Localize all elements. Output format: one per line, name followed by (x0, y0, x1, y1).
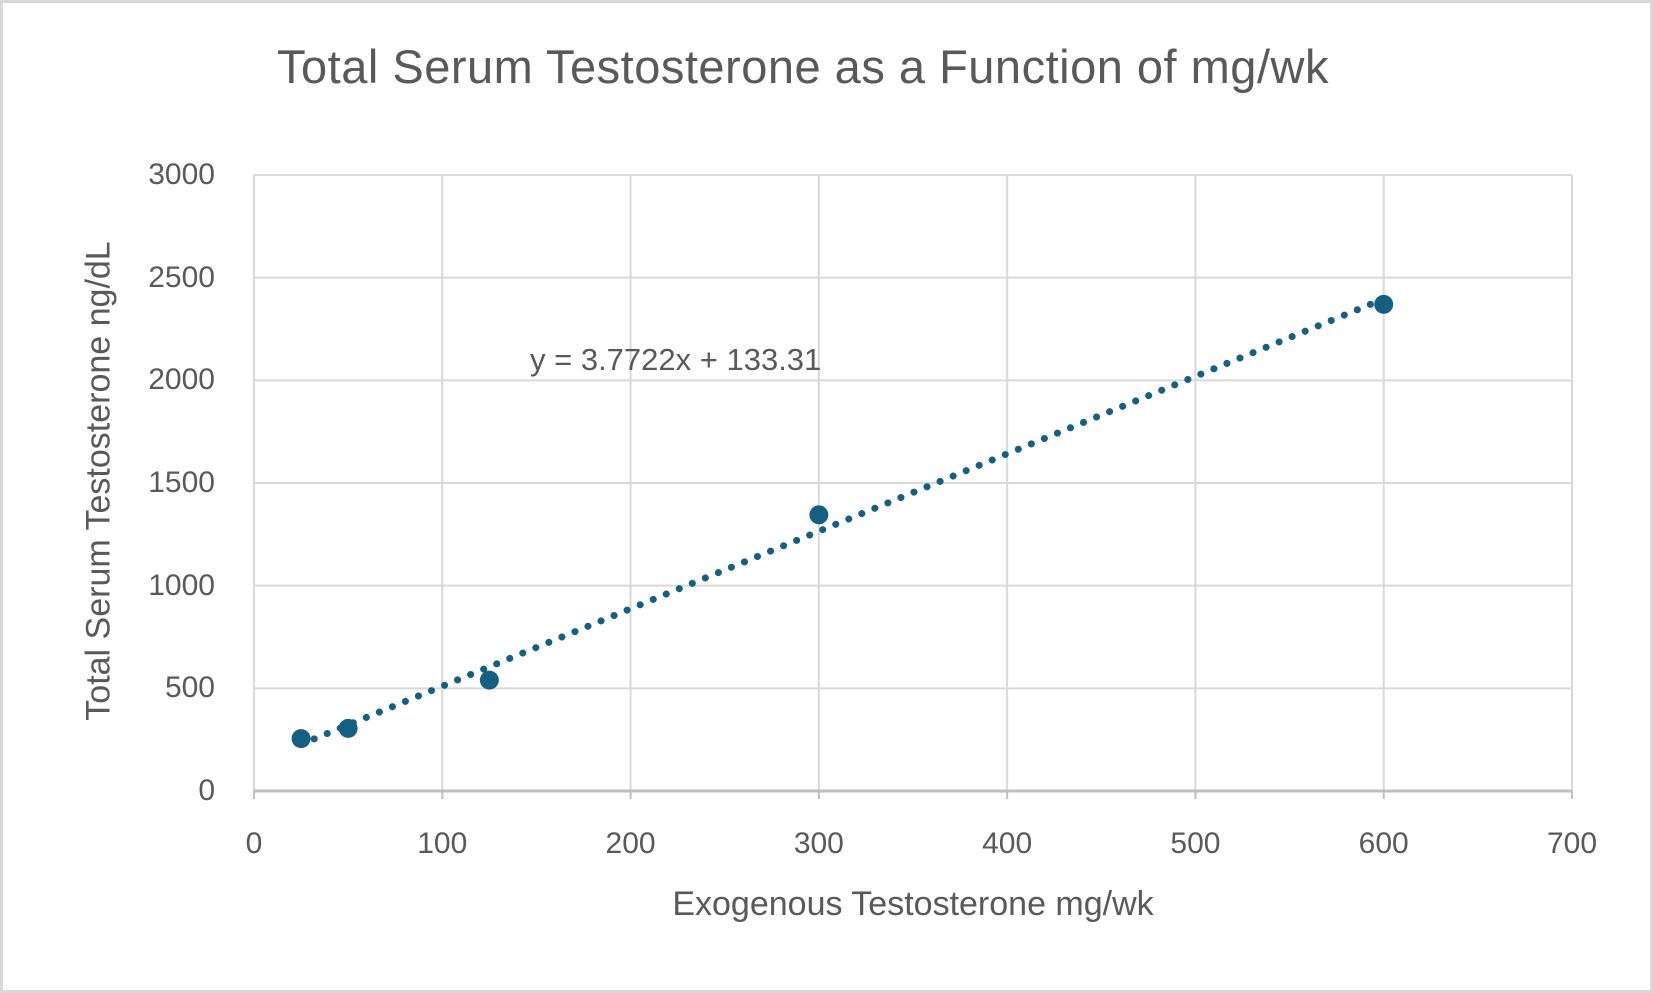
x-axis-title: Exogenous Testosterone mg/wk (672, 885, 1154, 923)
chart-title: Total Serum Testosterone as a Function o… (277, 40, 1329, 93)
y-tick-label: 1000 (148, 568, 215, 602)
y-tick-label: 2500 (148, 260, 215, 294)
x-tick-label: 400 (982, 827, 1033, 860)
x-tick-label: 200 (605, 827, 656, 860)
trendline (297, 295, 1388, 748)
plot-area (253, 174, 1573, 799)
y-tick-label: 500 (164, 671, 215, 705)
y-tick-label: 0 (198, 774, 215, 807)
data-point (479, 670, 499, 690)
y-tick-label: 2000 (148, 363, 215, 397)
x-tick-label: 700 (1546, 827, 1598, 860)
x-tick-label: 300 (793, 827, 844, 860)
data-point (338, 718, 358, 738)
y-tick-label: 3000 (148, 158, 215, 191)
x-tick-label: 500 (1170, 827, 1221, 860)
trendline-equation-label: y = 3.7722x + 133.31 (530, 342, 822, 377)
data-point (291, 729, 311, 749)
data-point (1374, 294, 1394, 314)
data-point (809, 505, 829, 525)
x-tick-label: 0 (245, 827, 263, 860)
x-tick-label: 100 (417, 827, 468, 860)
x-tick-label: 600 (1358, 827, 1409, 860)
y-tick-label: 1500 (148, 466, 215, 499)
